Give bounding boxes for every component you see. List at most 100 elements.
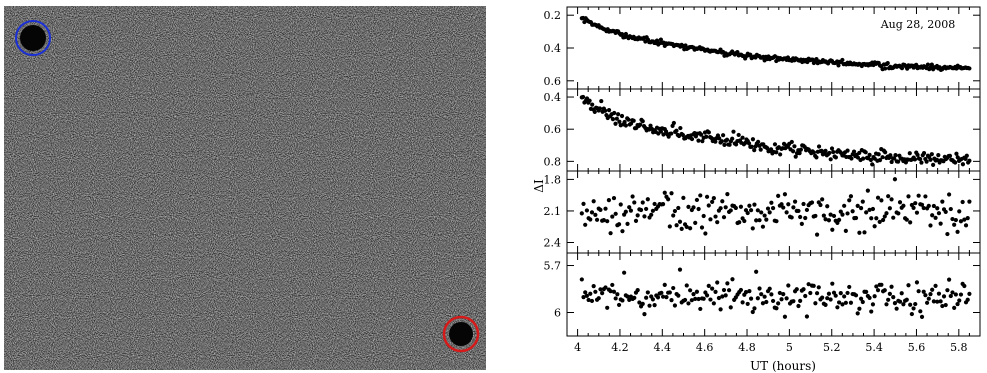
data-point bbox=[759, 210, 764, 215]
data-point bbox=[776, 193, 781, 199]
data-point bbox=[813, 301, 818, 306]
data-point bbox=[931, 162, 936, 167]
data-point bbox=[659, 290, 664, 295]
data-point bbox=[717, 136, 722, 141]
y-tick-label: 2.1 bbox=[544, 205, 562, 218]
data-point bbox=[676, 293, 681, 298]
y-axis-label: ΔI bbox=[532, 179, 546, 193]
data-point bbox=[934, 157, 940, 163]
data-point bbox=[704, 293, 710, 298]
data-point bbox=[831, 213, 837, 219]
data-point bbox=[605, 305, 610, 310]
data-point bbox=[710, 286, 715, 291]
data-point bbox=[704, 134, 709, 139]
data-point bbox=[632, 295, 637, 300]
data-point bbox=[679, 226, 684, 231]
data-point bbox=[799, 221, 804, 226]
x-tick-label: 4 bbox=[574, 341, 581, 354]
data-point bbox=[928, 223, 933, 228]
data-point bbox=[840, 57, 845, 63]
data-point bbox=[926, 203, 931, 208]
data-point bbox=[781, 292, 786, 297]
data-point bbox=[950, 216, 955, 222]
data-point bbox=[644, 295, 649, 300]
data-point bbox=[631, 118, 636, 123]
data-point bbox=[833, 155, 838, 160]
data-point bbox=[672, 208, 678, 214]
data-point bbox=[860, 199, 865, 204]
data-point bbox=[960, 162, 966, 167]
data-point bbox=[671, 120, 676, 126]
data-point bbox=[882, 214, 887, 219]
data-point bbox=[967, 199, 972, 204]
data-point bbox=[931, 203, 936, 209]
data-point bbox=[745, 301, 750, 307]
data-point bbox=[683, 43, 688, 48]
data-point bbox=[938, 221, 943, 226]
data-point bbox=[913, 301, 918, 307]
data-point bbox=[953, 217, 958, 223]
y-tick-label: 0.4 bbox=[544, 42, 562, 55]
data-point bbox=[611, 289, 617, 294]
data-point bbox=[813, 213, 818, 219]
data-point bbox=[899, 66, 905, 71]
data-point bbox=[608, 231, 613, 236]
data-point bbox=[590, 102, 595, 107]
data-point bbox=[718, 206, 723, 211]
data-point bbox=[901, 302, 906, 307]
target-star-circle-icon bbox=[442, 315, 480, 353]
data-point bbox=[650, 208, 656, 213]
data-point bbox=[642, 312, 647, 317]
data-point bbox=[884, 211, 889, 216]
data-point bbox=[635, 213, 640, 218]
data-point bbox=[838, 291, 843, 296]
data-point bbox=[774, 219, 779, 224]
data-point bbox=[960, 199, 965, 205]
data-point bbox=[801, 287, 806, 292]
data-point bbox=[645, 197, 650, 202]
data-point bbox=[698, 193, 703, 198]
data-point bbox=[919, 202, 925, 207]
data-point bbox=[616, 302, 622, 308]
data-point bbox=[601, 218, 606, 223]
data-point bbox=[671, 285, 676, 291]
data-point bbox=[750, 226, 755, 231]
data-point bbox=[782, 192, 788, 197]
data-point bbox=[686, 204, 691, 209]
data-point bbox=[947, 153, 953, 158]
data-point bbox=[864, 210, 869, 215]
data-point bbox=[892, 301, 898, 306]
data-point bbox=[889, 159, 894, 165]
data-point bbox=[693, 296, 698, 301]
data-point bbox=[769, 200, 774, 205]
data-point bbox=[872, 294, 877, 299]
data-point bbox=[938, 299, 943, 304]
data-point bbox=[907, 151, 912, 156]
data-point bbox=[740, 135, 745, 140]
data-point bbox=[830, 227, 835, 232]
data-point bbox=[936, 211, 942, 216]
data-point bbox=[645, 290, 650, 295]
data-point bbox=[816, 285, 821, 290]
data-point bbox=[678, 125, 683, 131]
data-point bbox=[755, 208, 760, 213]
y-tick-label: 0.8 bbox=[544, 155, 562, 168]
data-point bbox=[957, 298, 962, 303]
data-point bbox=[798, 147, 803, 152]
data-point bbox=[963, 223, 969, 228]
x-tick-label: 5.4 bbox=[865, 341, 883, 354]
data-point bbox=[808, 290, 813, 296]
data-point bbox=[610, 282, 615, 288]
data-point bbox=[640, 119, 645, 124]
data-point bbox=[768, 147, 774, 152]
data-point bbox=[883, 66, 888, 71]
data-point bbox=[872, 224, 877, 229]
data-point bbox=[911, 205, 916, 210]
data-point bbox=[724, 137, 730, 142]
data-point bbox=[886, 194, 891, 199]
data-point bbox=[742, 218, 747, 224]
data-point bbox=[779, 297, 784, 302]
data-point bbox=[875, 195, 881, 200]
data-point bbox=[913, 201, 918, 206]
